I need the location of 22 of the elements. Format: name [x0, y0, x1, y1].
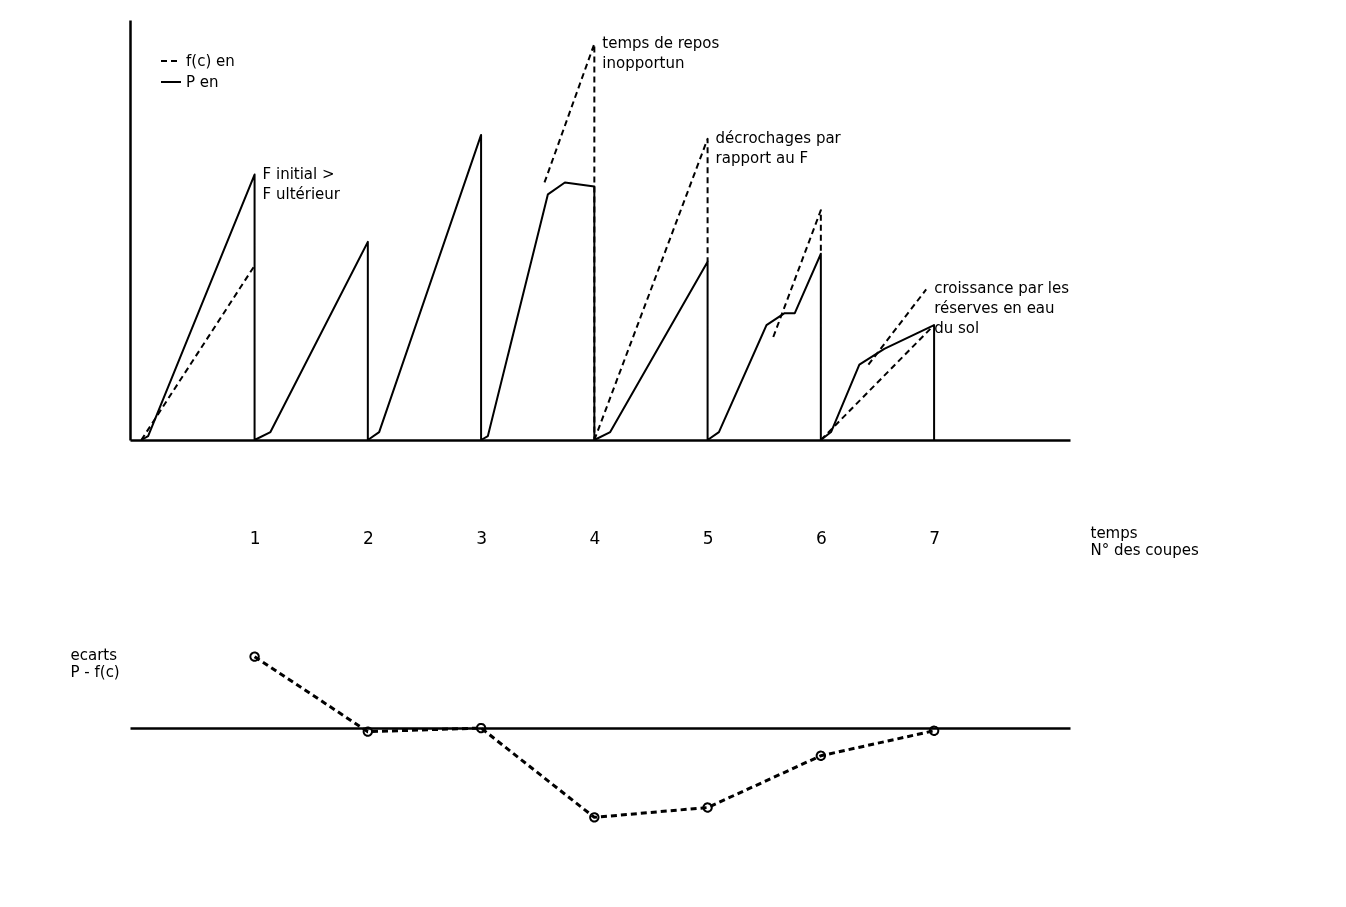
- point: [475, 722, 487, 734]
- legend-label: f(c) en: [186, 52, 235, 70]
- x-axis-title: temps N° des coupes: [1090, 523, 1199, 559]
- x-tick-label: 5: [702, 527, 714, 548]
- x-tick-label: 3: [476, 527, 487, 548]
- annotation: temps de repos inopportun: [602, 33, 720, 72]
- annotation: décrochages par rapport au F: [715, 128, 842, 167]
- x-tick-label: 1: [249, 527, 261, 548]
- y-axis-title: ecarts P - f(c): [70, 645, 120, 681]
- x-tick-label: 6: [815, 527, 827, 548]
- annotation: croissance par les réserves en eau du sol: [934, 279, 1070, 338]
- point: [815, 750, 827, 761]
- point: [702, 802, 713, 813]
- annotation: F initial > F ultérieur: [262, 164, 341, 203]
- point: [362, 726, 374, 737]
- legend-label: P en: [186, 73, 219, 91]
- point: [249, 651, 260, 662]
- x-tick-label: 2: [362, 527, 374, 548]
- x-tick-label: 7: [929, 527, 941, 548]
- x-tick-label: 4: [589, 527, 601, 548]
- point: [928, 725, 940, 736]
- point: [589, 812, 600, 823]
